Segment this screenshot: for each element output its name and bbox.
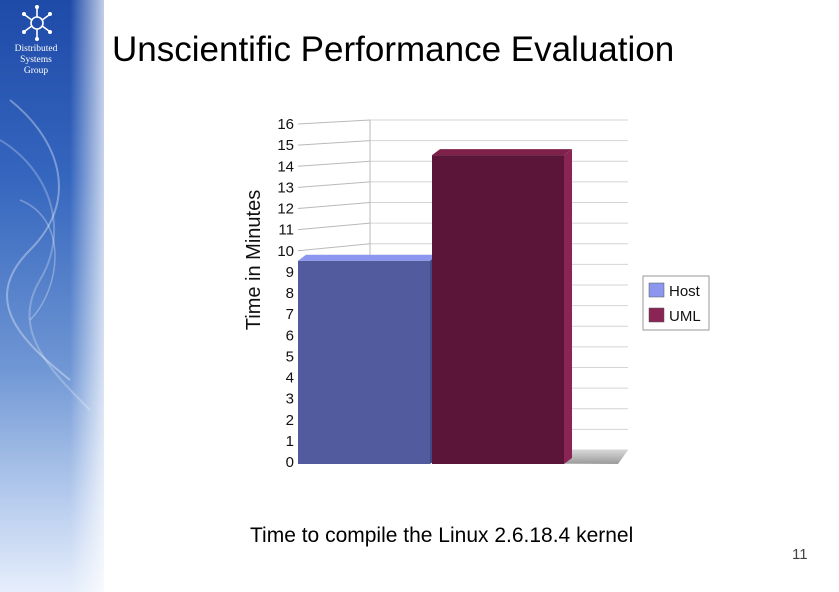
bar-uml — [432, 149, 572, 464]
bar-front-host — [298, 260, 430, 464]
y-tick-label: 11 — [278, 222, 294, 239]
network-logo-icon — [22, 5, 52, 41]
bar-top-host — [298, 254, 438, 261]
chart-caption: Time to compile the Linux 2.6.18.4 kerne… — [250, 524, 634, 547]
legend-swatch-host — [648, 282, 665, 298]
y-tick-label: 1 — [286, 433, 294, 450]
gridline — [297, 243, 371, 252]
gridline — [297, 222, 371, 231]
swirl-decoration — [0, 99, 91, 411]
y-axis-label: Time in Minutes — [243, 190, 265, 330]
y-tick-label: 0 — [286, 454, 294, 471]
y-tick-label: 15 — [277, 137, 294, 154]
gridline — [297, 119, 371, 125]
bar-host — [298, 254, 438, 464]
gridline — [297, 160, 371, 167]
bar-top-uml — [432, 149, 572, 156]
y-tick-label: 14 — [277, 158, 294, 175]
sidebar-decoration: Distributed Systems Group — [0, 0, 104, 592]
legend-swatch-uml — [648, 307, 665, 323]
legend-label-uml: UML — [669, 308, 701, 325]
group-name: Distributed Systems Group — [14, 44, 58, 76]
gridline — [297, 202, 371, 209]
y-tick-label: 3 — [286, 391, 294, 408]
y-tick-label: 16 — [277, 116, 294, 133]
y-tick-label: 2 — [286, 412, 294, 429]
y-tick-label: 6 — [286, 327, 294, 344]
y-tick-label: 12 — [277, 201, 294, 218]
y-tick-label: 10 — [277, 243, 294, 260]
y-tick-label: 9 — [286, 264, 294, 281]
y-tick-label: 13 — [277, 179, 294, 196]
gridline — [297, 181, 371, 188]
y-tick-label: 8 — [286, 285, 294, 302]
slide-title: Unscientific Performance Evaluation — [112, 30, 675, 69]
chart-legend: Host UML — [642, 275, 710, 331]
bar-front-uml — [432, 155, 564, 464]
legend-label-host: Host — [669, 283, 701, 300]
y-tick-label: 5 — [286, 348, 294, 365]
y-tick-label: 7 — [286, 306, 294, 323]
page-number: 11 — [792, 546, 808, 563]
y-tick-label: 4 — [286, 370, 294, 387]
gridline — [297, 140, 371, 146]
bar-side-uml — [564, 149, 572, 464]
